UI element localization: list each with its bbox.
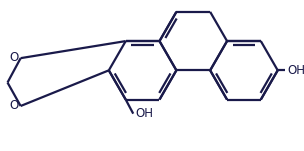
Text: O: O bbox=[9, 51, 19, 64]
Text: O: O bbox=[9, 99, 19, 112]
Text: OH: OH bbox=[135, 107, 153, 120]
Text: OH: OH bbox=[287, 64, 304, 77]
